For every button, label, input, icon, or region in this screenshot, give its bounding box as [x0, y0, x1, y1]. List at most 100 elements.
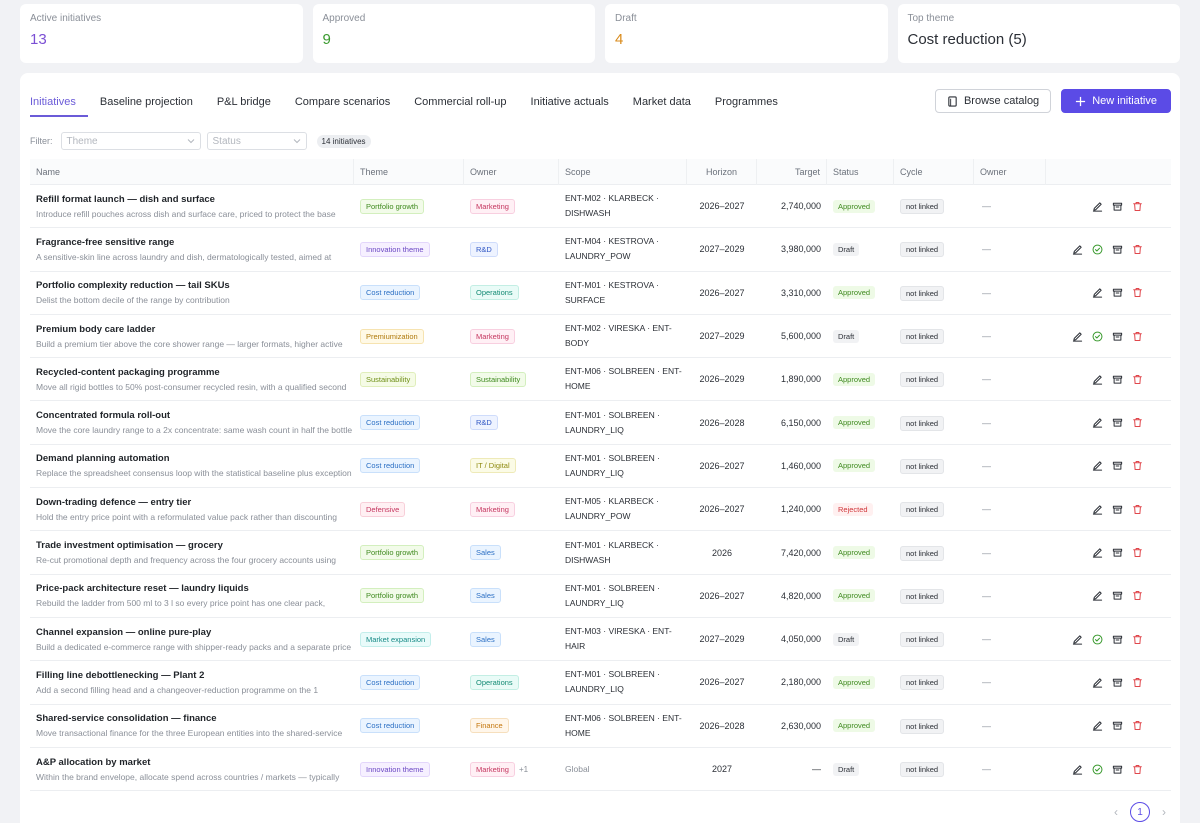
table-row[interactable]: Down-trading defence — entry tier Hold th… — [30, 488, 1171, 532]
tab-commercial-roll-up[interactable]: Commercial roll-up — [414, 96, 507, 108]
initiative-name[interactable]: Demand planning automation — [36, 453, 170, 465]
edit-icon[interactable] — [1072, 634, 1083, 645]
trash-icon[interactable] — [1132, 244, 1143, 255]
table-row[interactable]: Refill format launch — dish and surface I… — [30, 185, 1171, 229]
prev-page-button[interactable]: ‹ — [1114, 805, 1118, 819]
new-initiative-button[interactable]: New initiative — [1061, 89, 1171, 113]
archive-icon[interactable] — [1112, 417, 1123, 428]
edit-icon[interactable] — [1092, 460, 1103, 472]
initiative-name[interactable]: Portfolio complexity reduction — tail SK… — [36, 280, 230, 292]
initiative-name[interactable]: Recycled-content packaging programme — [36, 366, 220, 378]
table-row[interactable]: Recycled-content packaging programme Move… — [30, 358, 1171, 402]
archive-icon[interactable] — [1112, 590, 1123, 601]
trash-icon[interactable] — [1132, 677, 1143, 688]
archive-icon[interactable] — [1112, 287, 1123, 298]
archive-icon[interactable] — [1112, 634, 1123, 645]
edit-icon[interactable] — [1092, 417, 1103, 428]
table-row[interactable]: Fragrance-free sensitive range A sensitiv… — [30, 228, 1171, 272]
tab-programmes[interactable]: Programmes — [714, 96, 778, 108]
trash-icon[interactable] — [1132, 547, 1143, 558]
edit-icon[interactable] — [1092, 590, 1103, 601]
edit-icon[interactable] — [1092, 201, 1103, 212]
archive-icon[interactable] — [1112, 504, 1123, 515]
trash-icon[interactable] — [1132, 764, 1143, 775]
edit-icon[interactable] — [1072, 331, 1083, 342]
trash-icon[interactable] — [1132, 417, 1143, 428]
col-header-horizon[interactable]: Horizon — [687, 159, 757, 185]
trash-icon[interactable] — [1132, 287, 1143, 298]
archive-icon[interactable] — [1112, 331, 1123, 342]
archive-icon[interactable] — [1112, 244, 1123, 255]
archive-icon[interactable] — [1112, 201, 1123, 212]
initiative-name[interactable]: Fragrance-free sensitive range — [36, 236, 175, 248]
table-row[interactable]: Trade investment optimisation — grocery R… — [30, 531, 1171, 575]
trash-icon[interactable] — [1132, 720, 1143, 731]
edit-icon[interactable] — [1092, 720, 1103, 731]
col-header-name[interactable]: Name — [30, 159, 354, 185]
archive-icon[interactable] — [1112, 460, 1123, 471]
initiative-name[interactable]: Trade investment optimisation — grocery — [36, 540, 223, 552]
edit-icon[interactable] — [1072, 764, 1083, 775]
trash-icon[interactable] — [1132, 460, 1143, 471]
initiative-name[interactable]: Premium body care ladder — [36, 323, 156, 335]
trash-icon[interactable] — [1132, 590, 1143, 601]
tab-initiatives[interactable]: Initiatives — [30, 91, 88, 117]
tab-market-data[interactable]: Market data — [632, 96, 691, 108]
tab-initiative-actuals[interactable]: Initiative actuals — [530, 96, 609, 108]
edit-icon[interactable] — [1092, 547, 1103, 558]
table-row[interactable]: Filling line debottlenecking — Plant 2 Ad… — [30, 661, 1171, 705]
initiative-name[interactable]: Price-pack architecture reset — laundry … — [36, 583, 249, 595]
table-row[interactable]: Channel expansion — online pure-play Buil… — [30, 618, 1171, 662]
horizon-cell: 2026–2027 — [699, 460, 745, 471]
trash-icon[interactable] — [1132, 634, 1143, 645]
check-circle-icon[interactable] — [1092, 331, 1103, 342]
tab-baseline-projection[interactable]: Baseline projection — [99, 96, 193, 108]
edit-icon[interactable] — [1092, 374, 1103, 385]
initiative-name[interactable]: Filling line debottlenecking — Plant 2 — [36, 669, 205, 681]
trash-icon[interactable] — [1132, 504, 1143, 515]
table-row[interactable]: A&P allocation by market Within the brand… — [30, 748, 1171, 792]
table-row[interactable]: Shared-service consolidation — finance Mo… — [30, 705, 1171, 748]
trash-icon[interactable] — [1132, 331, 1143, 342]
table-row[interactable]: Premium body care ladder Build a premium … — [30, 315, 1171, 359]
archive-icon[interactable] — [1112, 764, 1123, 775]
col-header-owner[interactable]: Owner — [464, 159, 559, 185]
trash-icon[interactable] — [1132, 201, 1143, 212]
edit-icon[interactable] — [1092, 504, 1103, 515]
initiative-name[interactable]: Shared-service consolidation — finance — [36, 713, 217, 725]
archive-icon[interactable] — [1112, 547, 1123, 558]
check-circle-icon[interactable] — [1092, 634, 1103, 645]
browse-catalog-button[interactable]: Browse catalog — [934, 89, 1052, 113]
theme-filter-select[interactable]: Theme — [60, 132, 201, 150]
col-header-target[interactable]: Target — [757, 159, 827, 185]
edit-icon[interactable] — [1092, 677, 1103, 688]
col-header-scope[interactable]: Scope — [559, 159, 687, 185]
archive-icon[interactable] — [1112, 374, 1123, 385]
check-circle-icon[interactable] — [1092, 764, 1103, 775]
tab-compare-scenarios[interactable]: Compare scenarios — [294, 96, 391, 108]
col-header-status[interactable]: Status — [827, 159, 894, 185]
initiative-name[interactable]: A&P allocation by market — [36, 756, 151, 768]
col-header-cycle[interactable]: Cycle — [894, 159, 974, 185]
trash-icon[interactable] — [1132, 374, 1143, 385]
initiative-name[interactable]: Concentrated formula roll-out — [36, 410, 171, 422]
initiative-name[interactable]: Refill format launch — dish and surface — [36, 193, 215, 205]
table-row[interactable]: Portfolio complexity reduction — tail SK… — [30, 272, 1171, 315]
col-header-owner-2[interactable]: Owner — [974, 159, 1046, 185]
theme-badge: Innovation theme — [360, 761, 430, 777]
page-1-button[interactable]: 1 — [1130, 802, 1150, 822]
initiative-name[interactable]: Channel expansion — online pure-play — [36, 626, 212, 638]
initiative-name[interactable]: Down-trading defence — entry tier — [36, 496, 192, 508]
table-row[interactable]: Price-pack architecture reset — laundry … — [30, 575, 1171, 618]
col-header-theme[interactable]: Theme — [354, 159, 464, 185]
status-filter-select[interactable]: Status — [206, 132, 307, 150]
archive-icon[interactable] — [1112, 677, 1123, 688]
table-row[interactable]: Demand planning automation Replace the sp… — [30, 445, 1171, 489]
tab-p-l-bridge[interactable]: P&L bridge — [216, 96, 271, 108]
archive-icon[interactable] — [1112, 720, 1123, 731]
edit-icon[interactable] — [1072, 244, 1083, 255]
edit-icon[interactable] — [1092, 287, 1103, 298]
table-row[interactable]: Concentrated formula roll-out Move the co… — [30, 401, 1171, 445]
next-page-button[interactable]: › — [1162, 805, 1166, 819]
check-circle-icon[interactable] — [1092, 244, 1103, 255]
